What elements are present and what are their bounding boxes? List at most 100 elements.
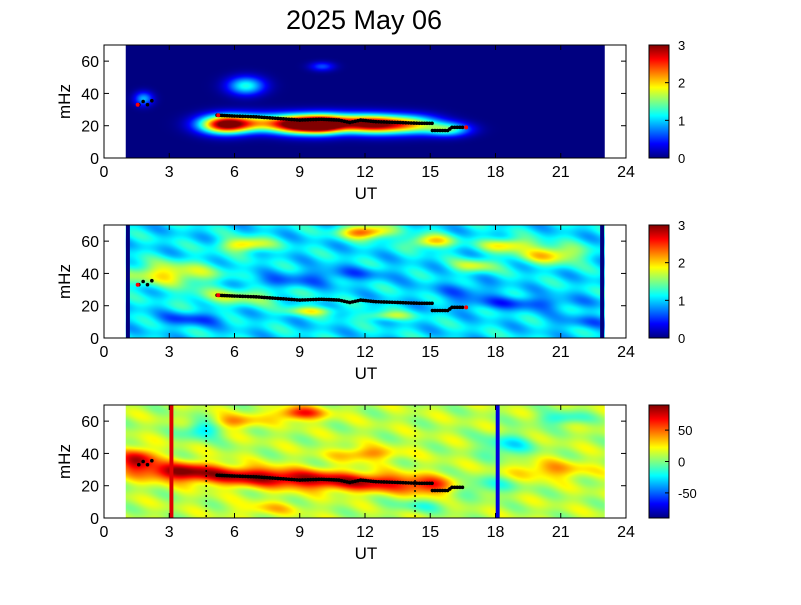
track-point [254, 295, 259, 299]
track-point [412, 481, 416, 485]
track-point [284, 477, 288, 481]
track-point [443, 128, 447, 133]
track-point [278, 296, 283, 301]
track-point [265, 295, 269, 300]
track-point [417, 481, 422, 486]
track-point [393, 300, 397, 305]
track-point [300, 478, 305, 482]
x-tick-label: 6 [230, 164, 239, 181]
colorbar-tick-label: 1 [678, 113, 685, 128]
track-point [345, 120, 349, 124]
track-point [145, 462, 150, 467]
track-point [427, 301, 432, 306]
track-point [374, 479, 378, 484]
track-point [232, 114, 237, 118]
track-point [443, 488, 447, 493]
track-point [265, 475, 269, 480]
y-tick-label: 0 [90, 151, 99, 168]
track-point [438, 308, 442, 313]
track-point [150, 98, 154, 103]
track-point [339, 298, 344, 303]
x-tick-label: 9 [295, 344, 304, 361]
track-point [374, 119, 378, 124]
track-point [268, 116, 272, 120]
track-point [433, 128, 437, 133]
track-point [268, 476, 272, 480]
x-tick-label: 15 [421, 164, 439, 181]
track-point [427, 121, 432, 126]
track-point [425, 301, 429, 306]
track-point [376, 119, 381, 124]
track-point [235, 294, 240, 298]
x-tick-label: 0 [100, 164, 109, 181]
panel-3: 0 3 6 9 12 15 18 21 24 0 20 40 60 UT mHz 50 0 -50 [55, 404, 697, 563]
track-point [342, 479, 347, 484]
heatmap-image [125, 45, 605, 158]
track-point [438, 128, 442, 133]
track-point [384, 480, 389, 484]
track-point [347, 120, 352, 125]
track-point [398, 120, 403, 125]
track-point [390, 300, 394, 305]
track-point [450, 485, 454, 490]
track-point [422, 481, 427, 486]
track-point [240, 114, 245, 119]
track-point [353, 119, 358, 124]
track-point [289, 117, 294, 122]
track-point [406, 121, 411, 125]
track-point [311, 117, 316, 122]
track-point [409, 301, 414, 305]
track-point [412, 301, 416, 305]
colorbar: 0 1 2 3 [648, 38, 685, 166]
track-point [460, 125, 465, 130]
track-point [251, 114, 256, 119]
track-point [353, 299, 358, 304]
track-point [339, 478, 344, 483]
track-point [345, 300, 349, 304]
track-point [356, 298, 360, 303]
colorbar-tick-label: 1 [678, 293, 685, 308]
track-point [243, 474, 248, 479]
track-endpoint [216, 293, 221, 298]
y-axis-label: mHz [55, 444, 74, 479]
x-tick-label: 6 [230, 344, 239, 361]
track-point [420, 481, 424, 486]
track-point [287, 297, 291, 302]
track-point [276, 476, 280, 481]
track-point [240, 474, 245, 479]
track-point [430, 301, 434, 306]
track-point [395, 120, 400, 125]
track-point [314, 117, 318, 122]
track-point [342, 119, 347, 124]
track-point [356, 118, 360, 123]
track-point [455, 125, 460, 130]
track-point [246, 114, 250, 119]
track-point [401, 480, 405, 485]
track-point [235, 474, 240, 478]
track-point [303, 298, 307, 302]
track-point [297, 478, 302, 482]
heatmap-image [125, 405, 605, 518]
vertical-stripe [495, 405, 500, 518]
y-tick-label: 60 [81, 54, 99, 71]
track-point [339, 118, 344, 123]
track-point [303, 118, 307, 122]
track-point [281, 117, 286, 121]
track-point [238, 114, 242, 119]
track-point [337, 298, 341, 302]
track-point [141, 99, 145, 104]
track-point [292, 477, 297, 482]
track-point [460, 485, 465, 490]
track-point [292, 117, 297, 122]
track-point [438, 488, 442, 493]
track-point [145, 282, 150, 287]
track-point [409, 121, 414, 125]
track-point [251, 294, 256, 299]
track-point [430, 308, 435, 313]
x-tick-label: 12 [356, 344, 374, 361]
track-point [450, 305, 454, 310]
x-tick-label: 3 [165, 524, 174, 541]
track-point [414, 301, 419, 305]
colorbar-tick-label: 0 [678, 151, 685, 166]
track-point [452, 485, 457, 490]
